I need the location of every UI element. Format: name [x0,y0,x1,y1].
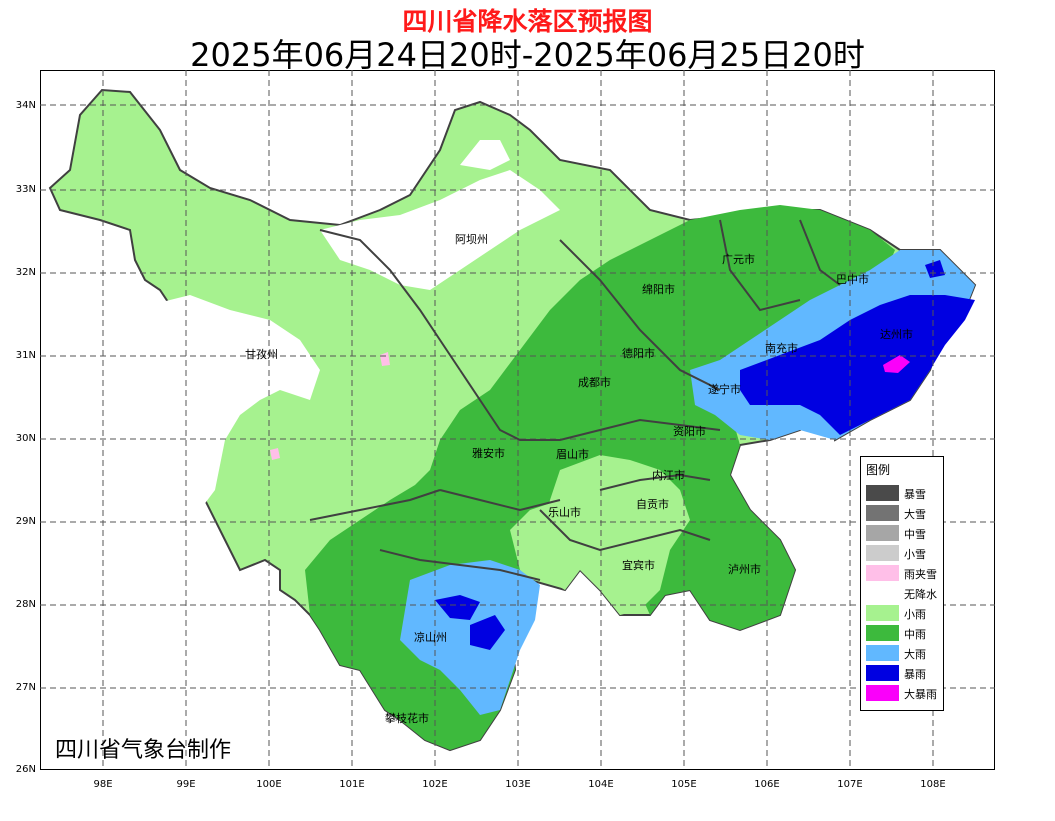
legend-label: 无降水 [904,588,937,601]
y-tick-28n: 28N [15,599,36,610]
legend-swatch [866,585,899,601]
city-label-liangshan: 凉山州 [414,631,447,644]
severe-rainstorm-east [883,355,910,373]
legend-label: 小雨 [904,608,926,621]
y-tick-33n: 33N [15,184,36,195]
city-label-yaan: 雅安市 [472,447,505,460]
legend-label: 中雪 [904,528,926,541]
legend-label: 小雪 [904,548,926,561]
city-label-dazhou: 达州市 [880,328,913,341]
city-label-mianyang: 绵阳市 [642,283,675,296]
light-rain-south-central [540,455,690,615]
legend-label: 雨夹雪 [904,568,937,581]
y-tick-29n: 29N [15,516,36,527]
x-tick-108e: 108E [920,779,946,790]
legend-item-moderate-snow: 中雪 [866,525,944,541]
y-tick-27n: 27N [15,682,36,693]
city-label-meishan: 眉山市 [556,448,589,461]
legend-item-light-rain: 小雨 [866,605,944,621]
legend-swatch [866,665,899,681]
legend: 图例 暴雪 大雪 中雪 小雪 雨夹雪 无降水 小雨 中雨 大雨 暴雨 大暴雨 [860,456,944,711]
legend-item-heavy-rain: 大雨 [866,645,944,661]
legend-swatch [866,625,899,641]
x-tick-100e: 100E [256,779,282,790]
city-label-guangyuan: 广元市 [722,253,755,266]
city-label-luzhou: 泸州市 [728,563,761,576]
map-subtitle: 2025年06月24日20时-2025年06月25日20时 [190,36,865,74]
x-tick-107e: 107E [837,779,863,790]
legend-label: 暴雪 [904,488,926,501]
city-label-neijiang: 内江市 [652,469,685,482]
rainstorm-south-2 [470,615,505,650]
y-tick-31n: 31N [15,350,36,361]
x-tick-106e: 106E [754,779,780,790]
x-tick-102e: 102E [422,779,448,790]
city-label-bazhong: 巴中市 [836,273,869,286]
legend-item-sleet: 雨夹雪 [866,565,944,581]
city-label-zigong: 自贡市 [636,498,669,511]
no-precipitation-west [150,295,320,510]
x-tick-99e: 99E [176,779,196,790]
legend-label: 大雪 [904,508,926,521]
legend-swatch [866,545,899,561]
legend-swatch [866,565,899,581]
legend-swatch [866,485,899,501]
legend-item-no-precipitation: 无降水 [866,585,944,601]
y-tick-30n: 30N [15,433,36,444]
legend-swatch [866,685,899,701]
legend-swatch [866,505,899,521]
city-label-ziyang: 资阳市 [673,425,706,438]
x-tick-98e: 98E [93,779,113,790]
x-tick-103e: 103E [505,779,531,790]
legend-swatch [866,525,899,541]
x-tick-101e: 101E [339,779,365,790]
legend-swatch [866,645,899,661]
legend-item-light-snow: 小雪 [866,545,944,561]
y-tick-32n: 32N [15,267,36,278]
city-label-nanchong: 南充市 [765,342,798,355]
rainstorm-south-1 [435,595,480,620]
y-tick-34n: 34N [15,100,36,111]
city-label-leshan: 乐山市 [548,506,581,519]
legend-item-heavy-snow: 大雪 [866,505,944,521]
city-label-chengdu: 成都市 [578,376,611,389]
x-tick-105e: 105E [671,779,697,790]
city-label-panzhihua: 攀枝花市 [385,712,429,725]
legend-label: 中雨 [904,628,926,641]
legend-item-moderate-rain: 中雨 [866,625,944,641]
legend-item-rainstorm: 暴雨 [866,665,944,681]
credit-text: 四川省气象台制作 [55,738,232,763]
legend-item-severe-rainstorm: 大暴雨 [866,685,944,701]
grid-lines [40,70,995,770]
city-label-aba: 阿坝州 [455,233,488,246]
rain-snow-spot-2 [270,448,280,460]
city-label-ganzi: 甘孜州 [245,348,278,361]
legend-label: 暴雨 [904,668,926,681]
precipitation-map [40,70,995,770]
legend-item-heavy-snowstorm: 暴雪 [866,485,944,501]
city-label-yibin: 宜宾市 [622,559,655,572]
legend-title: 图例 [866,463,891,477]
y-tick-26n: 26N [15,764,36,775]
map-title: 四川省降水落区预报图 [402,7,653,36]
city-label-suining: 遂宁市 [708,383,741,396]
city-label-deyang: 德阳市 [622,347,655,360]
no-precipitation-north2 [460,140,510,170]
legend-label: 大雨 [904,648,926,661]
rainstorm-east [740,295,975,435]
prefecture-boundaries [309,219,841,581]
x-tick-104e: 104E [588,779,614,790]
legend-label: 大暴雨 [904,688,937,701]
legend-swatch [866,605,899,621]
